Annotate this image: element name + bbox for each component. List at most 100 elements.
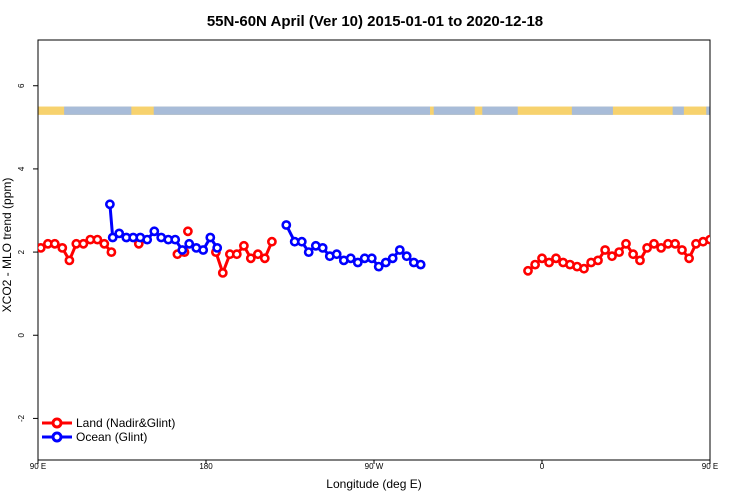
data-point [49,238,60,249]
data-point [677,245,687,255]
y-tick-label: 4 [17,166,26,171]
x-axis: 90 E 180 90 W 0 90 E [30,460,718,471]
data-point [142,234,153,245]
x-tick-label: 90 E [30,462,46,471]
landmask-ocean [571,106,613,115]
landmask-ocean [153,106,430,115]
data-point [720,240,727,247]
data-point [217,267,228,278]
data-point [317,242,328,253]
data-point [252,249,263,260]
data-point [296,236,307,247]
landmask-ocean [433,106,475,115]
data-point [182,226,193,237]
data-point [184,238,195,249]
data-point [107,232,118,243]
data-point [64,255,75,266]
landmask-ocean [672,106,684,115]
data-point [649,238,659,249]
data-point [245,253,256,264]
data-point [401,251,412,262]
data-point [177,245,188,255]
series-line [108,204,219,252]
y-axis: -2 0 2 4 6 [17,83,38,422]
data-point [92,234,103,245]
data-point [105,199,115,210]
data-point [728,249,735,256]
landmask-ocean [482,106,518,115]
data-point [656,242,666,253]
data-point [380,257,391,268]
data-point [684,253,694,264]
x-axis-label: Longitude (deg E) [326,477,421,491]
data-point [614,247,624,257]
data-point [331,249,342,260]
data-point [231,249,242,260]
data-point [537,253,547,264]
series-layer [38,199,750,278]
data-point [170,234,181,245]
series-2 [523,234,735,276]
legend-marker-ocean [51,431,63,443]
data-point [728,234,735,241]
chart-title: 55N-60N April (Ver 10) 2015-01-01 to 202… [207,13,543,30]
data-point [714,236,721,243]
data-point [281,220,292,230]
data-point [303,247,314,257]
y-tick-label: -2 [17,414,26,422]
legend-label-land: Land (Nadir&Glint) [76,416,175,430]
data-point [212,242,223,253]
data-point [621,238,631,249]
data-point [635,255,645,266]
landmask-ocean [64,106,132,115]
series-line [728,204,750,239]
data-point [238,240,249,251]
x-tick-label: 0 [540,462,545,471]
data-point [387,253,398,264]
data-point [149,226,160,237]
x-tick-label: 180 [199,462,213,471]
data-point [345,253,356,264]
data-point [259,253,270,264]
data-point [38,243,46,253]
landmask-ocean [706,106,710,115]
data-point [579,263,589,274]
y-tick-label: 6 [17,83,26,88]
y-axis-label: XCO2 - MLO trend (ppm) [0,178,14,313]
data-point [373,261,384,272]
data-point [607,251,617,262]
legend-marker-land [51,417,63,429]
data-point [114,228,125,239]
data-point [642,242,652,253]
data-point [670,238,680,249]
data-point [733,230,740,237]
data-point [628,249,638,260]
data-point [724,201,731,208]
data-point [551,253,561,264]
data-point [740,234,747,241]
data-point [530,259,540,270]
x-tick-label: 90 E [702,462,718,471]
data-point [266,236,277,247]
data-point [352,257,363,268]
data-point [106,247,117,257]
data-point [705,234,710,245]
x-tick-label: 90 W [365,462,384,471]
data-point [600,245,610,255]
data-point [78,238,89,249]
data-point [198,245,209,255]
series-3 [105,199,750,272]
data-point [394,245,405,255]
data-point [205,232,216,243]
data-point [415,259,426,270]
data-point [747,234,750,241]
data-point [523,265,533,276]
data-point [57,242,68,253]
y-tick-label: 2 [17,249,26,254]
data-point [99,238,110,249]
data-point [366,253,377,264]
data-point [544,257,554,268]
y-tick-label: 0 [17,332,26,337]
landmask-band [38,106,710,115]
